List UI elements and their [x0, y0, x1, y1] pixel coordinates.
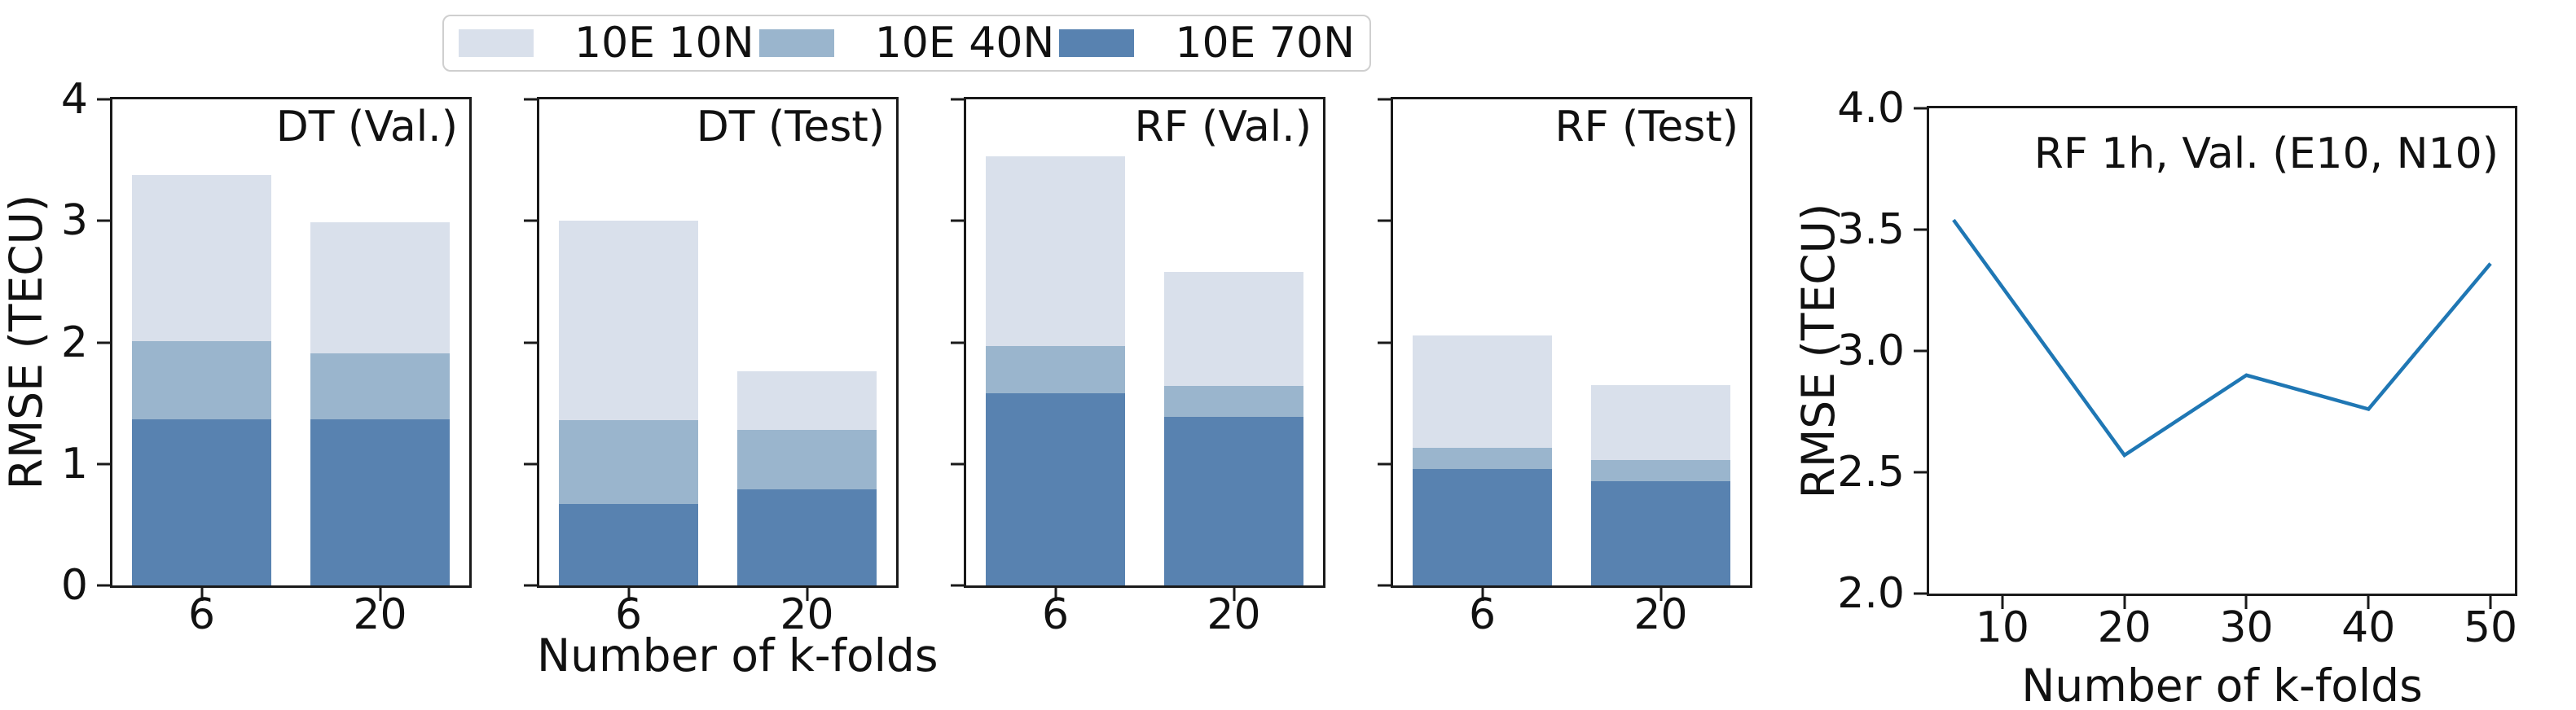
legend-swatch-10e-10n: [459, 29, 534, 57]
line-y-axis-label: RMSE (TECU): [1791, 203, 1844, 499]
y-tick-mark: [951, 219, 964, 222]
rmse-line-series: [1952, 218, 2492, 458]
legend-swatch-10e-40n: [758, 29, 834, 57]
bar-10e-70n-k20: [1164, 416, 1303, 585]
x-tick-mark: [2001, 596, 2004, 609]
subplot-dt-val: 0 1 2 3 4 6 20 DT (Val.): [61, 78, 472, 636]
x-tick-mark: [1481, 588, 1484, 601]
subplot-title: RF 1h, Val. (E10, N10): [2033, 129, 2499, 178]
y-tick-mark: [951, 584, 964, 587]
y-tick-mark: [524, 219, 537, 222]
y-tick-mark: [1378, 462, 1391, 466]
y-tick-mark: [524, 584, 537, 587]
y-tick-mark: [1378, 219, 1391, 222]
legend-item-10e-10n: 10E 10N: [459, 22, 754, 64]
x-tick-label: 20: [2097, 603, 2152, 652]
y-tick-label: 0: [60, 561, 88, 610]
y-tick-mark: [1914, 349, 1927, 353]
y-tick-mark: [97, 341, 110, 344]
x-tick-label: 50: [2463, 603, 2518, 652]
x-tick-label: 6: [187, 590, 216, 639]
legend-swatch-10e-70n: [1059, 29, 1135, 57]
line-path: [1952, 218, 2492, 458]
x-tick-mark: [379, 588, 381, 601]
bar-10e-70n-k6: [132, 419, 271, 585]
x-tick-mark: [2489, 596, 2492, 609]
bar-y-axis-label: RMSE (TECU): [0, 194, 52, 490]
y-tick-mark: [1914, 228, 1927, 231]
subplot-title: DT (Test): [696, 103, 885, 151]
bar-x-axis-label: Number of k-folds: [537, 629, 939, 682]
x-tick-mark: [2367, 596, 2370, 609]
x-tick-mark: [627, 588, 630, 601]
bar-10e-70n-k20: [737, 489, 877, 585]
x-tick-mark: [806, 588, 808, 601]
x-tick-label: 10: [1975, 603, 2029, 652]
y-tick-label: 2.5: [1837, 448, 1905, 497]
x-tick-label: 20: [780, 590, 834, 639]
y-tick-label: 3.0: [1837, 327, 1905, 375]
subplot-rf-val: 6 20 RF (Val.): [951, 97, 1325, 636]
y-tick-label: 4: [60, 75, 88, 124]
bar-y-axis-label-box: RMSE (TECU): [0, 98, 55, 586]
x-tick-mark: [200, 588, 203, 601]
bar-10e-70n-k6: [1413, 468, 1552, 585]
y-tick-mark: [97, 219, 110, 222]
y-tick-mark: [524, 341, 537, 344]
subplot-title: RF (Test): [1554, 103, 1739, 151]
y-tick-label: 2: [60, 318, 88, 367]
x-tick-mark: [1659, 588, 1662, 601]
y-tick-mark: [951, 98, 964, 101]
subplot-title: RF (Val.): [1134, 103, 1312, 151]
x-tick-label: 20: [1633, 590, 1688, 639]
legend-item-10e-70n: 10E 70N: [1059, 22, 1355, 64]
line-x-axis-label: Number of k-folds: [2021, 660, 2423, 710]
y-tick-mark: [1378, 98, 1391, 101]
x-tick-label: 20: [353, 590, 407, 639]
y-tick-mark: [1914, 107, 1927, 110]
legend-item-10e-40n: 10E 40N: [758, 19, 1055, 68]
subplot-title: DT (Val.): [275, 103, 458, 151]
subplot-dt-test: 6 20 DT (Test): [524, 97, 899, 636]
y-tick-mark: [1378, 341, 1391, 344]
y-tick-mark: [524, 462, 537, 466]
x-tick-label: 6: [1041, 590, 1070, 639]
bar-10e-70n-k6: [986, 393, 1125, 585]
legend: 10E 10N 10E 40N 10E 70N: [442, 15, 1371, 72]
bar-10e-70n-k20: [1591, 480, 1730, 585]
x-tick-mark: [1054, 588, 1057, 601]
x-tick-label: 6: [1468, 590, 1497, 639]
x-tick-label: 6: [614, 590, 643, 639]
legend-label: 10E 40N: [874, 19, 1055, 68]
bar-10e-70n-k20: [310, 419, 450, 585]
y-tick-label: 1: [60, 439, 88, 489]
y-tick-label: 4.0: [1837, 84, 1905, 133]
y-tick-mark: [1378, 584, 1391, 587]
y-tick-mark: [97, 98, 110, 101]
y-tick-mark: [1914, 471, 1927, 474]
y-tick-label: 2.0: [1837, 569, 1905, 618]
y-tick-mark: [97, 584, 110, 587]
x-tick-mark: [1233, 588, 1235, 601]
x-tick-mark: [2123, 596, 2126, 609]
x-tick-mark: [2244, 596, 2248, 609]
bar-10e-70n-k6: [559, 504, 698, 585]
legend-label: 10E 10N: [574, 19, 754, 68]
subplot-rf-test: 6 20 RF (Test): [1378, 97, 1752, 636]
y-tick-mark: [1914, 592, 1927, 595]
y-tick-label: 3: [60, 196, 88, 246]
x-tick-label: 40: [2341, 603, 2396, 652]
y-tick-mark: [97, 462, 110, 466]
x-tick-label: 20: [1207, 590, 1261, 639]
subplot-rf-1h-val-e10-n10: 2.0 2.5 3.0 3.5 4.0 10 20 30 40 50 RF 1h, Val. (E1…: [1837, 87, 2517, 649]
y-tick-mark: [951, 462, 964, 466]
y-tick-mark: [524, 98, 537, 101]
y-tick-label: 3.5: [1837, 205, 1905, 254]
x-tick-label: 30: [2219, 603, 2274, 652]
legend-label: 10E 70N: [1175, 19, 1355, 68]
y-tick-mark: [951, 341, 964, 344]
